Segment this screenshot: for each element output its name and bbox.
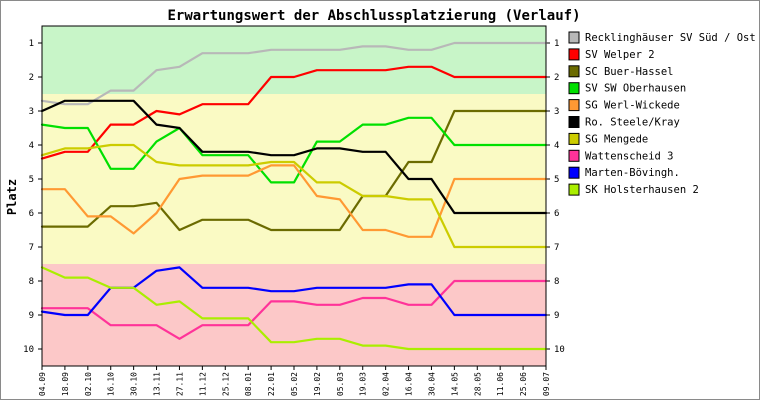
y-tick-label-right-7: 7 bbox=[554, 243, 559, 253]
y-tick-label-right-3: 3 bbox=[554, 107, 559, 117]
x-tick-label-16.04: 16.04 bbox=[405, 372, 414, 396]
y-tick-label-left-3: 3 bbox=[29, 107, 34, 117]
y-tick-label-left-9: 9 bbox=[29, 311, 34, 321]
y-tick-label-right-5: 5 bbox=[554, 175, 559, 185]
legend-swatch-7 bbox=[568, 149, 580, 162]
series-line-1 bbox=[40, 65, 548, 160]
x-tick-label-05.03: 05.03 bbox=[336, 372, 345, 396]
series-line-6 bbox=[40, 143, 548, 249]
legend-label-4: SG Werl-Wickede bbox=[585, 100, 680, 112]
series-line-4 bbox=[40, 164, 548, 238]
y-axis-right-ticks: 1 2 3 4 5 6 7 8 9 10 bbox=[546, 39, 565, 355]
x-tick-label-11.06: 11.06 bbox=[496, 372, 505, 396]
legend-swatch-4 bbox=[568, 99, 580, 112]
x-tick-label-28.05: 28.05 bbox=[473, 372, 482, 396]
zone-band-0 bbox=[42, 26, 546, 94]
x-tick-label-16.10: 16.10 bbox=[107, 372, 116, 396]
chart-title: Erwartungswert der Abschlussplatzierung … bbox=[167, 8, 580, 24]
legend: Recklinghäuser SV Süd / Ost SV Welper 2 SC… bbox=[568, 31, 756, 196]
legend-swatch-8 bbox=[568, 166, 580, 179]
x-tick-label-19.02: 19.02 bbox=[313, 372, 322, 396]
y-tick-label-left-1: 1 bbox=[29, 39, 34, 49]
legend-label-5: Ro. Steele/Kray bbox=[585, 117, 680, 129]
y-tick-label-right-2: 2 bbox=[554, 73, 559, 83]
legend-swatch-9 bbox=[568, 183, 580, 196]
legend-swatch-1 bbox=[568, 48, 580, 61]
x-tick-label-25.12: 25.12 bbox=[221, 372, 230, 396]
legend-label-2: SC Buer-Hassel bbox=[585, 66, 674, 78]
x-tick-label-09.07: 09.07 bbox=[542, 372, 551, 396]
legend-label-0: Recklinghäuser SV Süd / Ost bbox=[585, 32, 756, 44]
series-lines bbox=[40, 41, 548, 351]
legend-swatch-0 bbox=[568, 31, 580, 44]
y-tick-label-left-10: 10 bbox=[23, 345, 34, 355]
x-tick-label-14.05: 14.05 bbox=[450, 372, 459, 396]
y-tick-label-left-6: 6 bbox=[29, 209, 34, 219]
series-line-2 bbox=[40, 109, 548, 232]
legend-swatch-3 bbox=[568, 82, 580, 95]
x-tick-label-18.09: 18.09 bbox=[61, 372, 70, 396]
y-tick-label-left-7: 7 bbox=[29, 243, 34, 253]
legend-label-1: SV Welper 2 bbox=[585, 49, 655, 61]
x-tick-label-02.10: 02.10 bbox=[84, 372, 93, 396]
x-tick-label-08.01: 08.01 bbox=[244, 372, 253, 396]
plot-border bbox=[41, 25, 547, 367]
y-tick-label-right-9: 9 bbox=[554, 311, 559, 321]
x-tick-label-30.04: 30.04 bbox=[427, 372, 436, 396]
y-axis-label: Platz bbox=[5, 179, 19, 215]
legend-swatch-5 bbox=[568, 116, 580, 128]
y-tick-label-left-2: 2 bbox=[29, 73, 34, 83]
x-tick-label-19.03: 19.03 bbox=[359, 372, 368, 396]
x-tick-label-05.02: 05.02 bbox=[290, 372, 299, 396]
y-axis-left-ticks: 1 2 3 4 5 6 7 8 9 10 bbox=[23, 39, 42, 355]
series-line-3 bbox=[40, 116, 548, 184]
y-tick-label-right-10: 10 bbox=[554, 345, 565, 355]
legend-swatch-6 bbox=[568, 132, 580, 145]
x-tick-label-25.06: 25.06 bbox=[519, 372, 528, 396]
y-tick-label-left-5: 5 bbox=[29, 175, 34, 185]
legend-label-9: SK Holsterhausen 2 bbox=[585, 184, 699, 196]
series-line-0 bbox=[40, 41, 548, 106]
x-tick-label-02.04: 02.04 bbox=[382, 372, 391, 396]
y-tick-label-left-4: 4 bbox=[29, 141, 34, 151]
legend-label-6: SG Mengede bbox=[585, 133, 648, 145]
series-line-5 bbox=[40, 99, 548, 215]
x-tick-label-13.11: 13.11 bbox=[153, 372, 162, 396]
series-line-7 bbox=[40, 279, 548, 340]
x-tick-label-30.10: 30.10 bbox=[130, 372, 139, 396]
x-tick-label-27.11: 27.11 bbox=[175, 372, 184, 396]
x-tick-label-04.09: 04.09 bbox=[38, 372, 47, 396]
x-tick-label-22.01: 22.01 bbox=[267, 372, 276, 396]
y-tick-label-right-6: 6 bbox=[554, 209, 559, 219]
y-tick-label-right-8: 8 bbox=[554, 277, 559, 287]
legend-label-3: SV SW Oberhausen bbox=[585, 83, 686, 95]
legend-label-8: Marten-Bövingh. bbox=[585, 167, 680, 179]
x-axis-ticks: 04.09 18.09 02.10 16.10 30.10 13.11 27.11 11.12… bbox=[38, 366, 551, 396]
y-tick-label-right-1: 1 bbox=[554, 39, 559, 49]
series-line-9 bbox=[40, 266, 548, 351]
x-tick-label-11.12: 11.12 bbox=[198, 372, 207, 396]
legend-swatch-2 bbox=[568, 65, 580, 78]
legend-label-7: Wattenscheid 3 bbox=[585, 150, 674, 162]
y-tick-label-left-8: 8 bbox=[29, 277, 34, 287]
y-tick-label-right-4: 4 bbox=[554, 141, 559, 151]
